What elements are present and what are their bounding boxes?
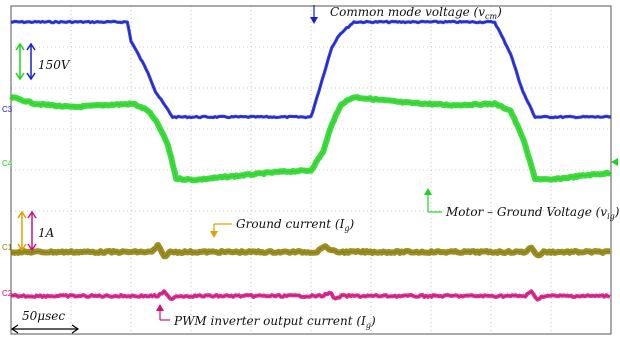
channel-4-level-marker [611,158,618,166]
trace-layer [9,19,612,302]
voltage-scale-label: 150V [38,58,71,72]
ground-current-annotation: Ground current (Ig) [236,217,354,233]
common-mode-arrow [310,5,318,24]
channel-label-c4: C4 [2,159,13,168]
motor-ground-arrow [424,188,442,213]
trace-core-c4 [10,95,611,181]
current-scale-label: 1A [38,226,55,240]
time-scale-indicator [10,324,80,334]
display-frame [10,5,612,335]
motor-ground-annotation: Motor – Ground Voltage (vig) [445,205,620,221]
ground-current-arrow [210,223,232,238]
trace-core-c2 [10,290,610,301]
trace-core-c3 [10,20,611,119]
trace-core-c1 [10,244,611,257]
pwm-current-annotation: PWM inverter output current (Ig) [173,314,376,330]
current-scale-indicator [17,210,37,252]
common-mode-annotation: Common mode voltage (vcm) [330,5,502,21]
time-scale-label: 50μsec [22,309,65,323]
channel-label-c2: C2 [2,289,13,298]
channel-label-c1: C1 [2,243,13,252]
pwm-current-arrow [156,304,170,321]
channel-label-c3: C3 [2,105,13,114]
voltage-scale-indicator [15,42,36,81]
